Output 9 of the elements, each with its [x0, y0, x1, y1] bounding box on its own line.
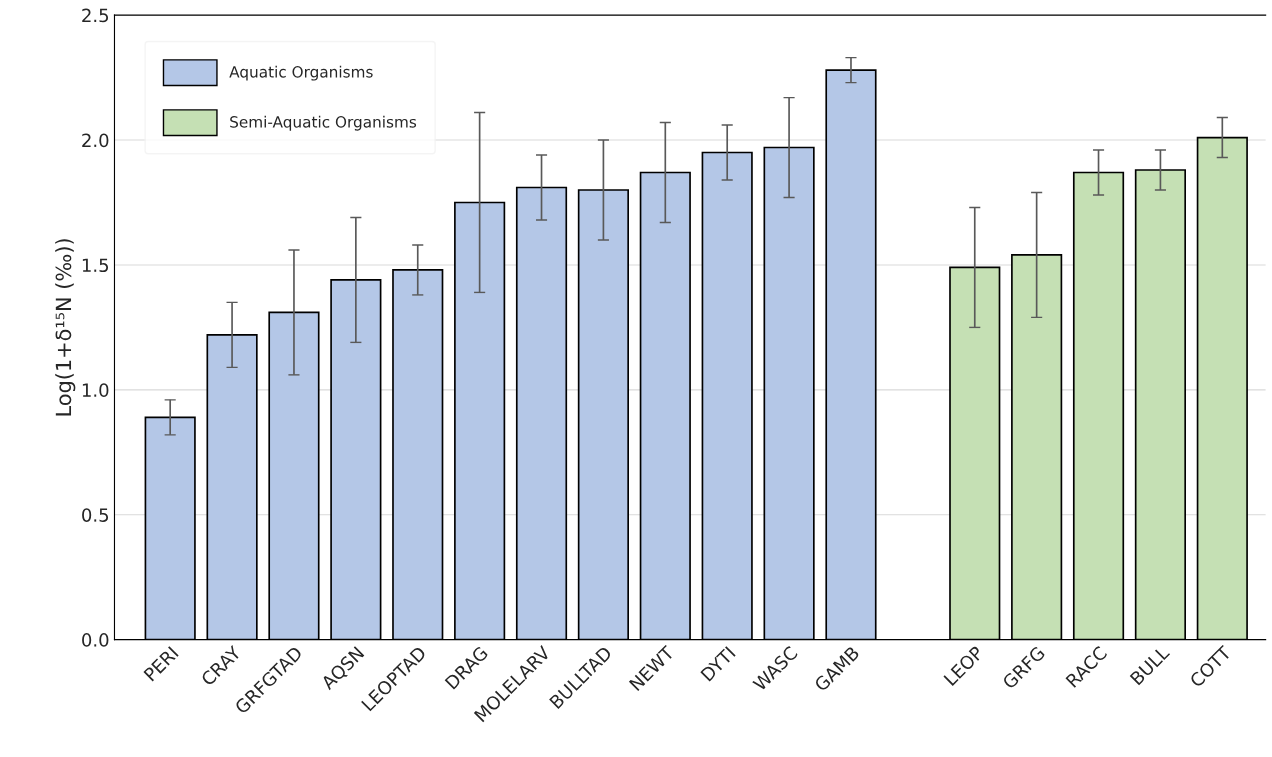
y-tick-label: 0.5: [82, 508, 109, 522]
y-tick-label: 1.0: [82, 383, 109, 397]
y-axis-title: Log(1+δ¹⁵N (‰)): [55, 239, 76, 416]
y-tick-label: 1.5: [82, 258, 109, 273]
y-tick-label: 0.0: [82, 633, 109, 647]
y-tick-label: 2.5: [82, 8, 109, 23]
y-tick-label: 2.0: [82, 133, 109, 148]
legend-label: Aquatic Organisms: [229, 65, 373, 81]
legend-label: Semi-Aquatic Organisms: [230, 115, 417, 131]
